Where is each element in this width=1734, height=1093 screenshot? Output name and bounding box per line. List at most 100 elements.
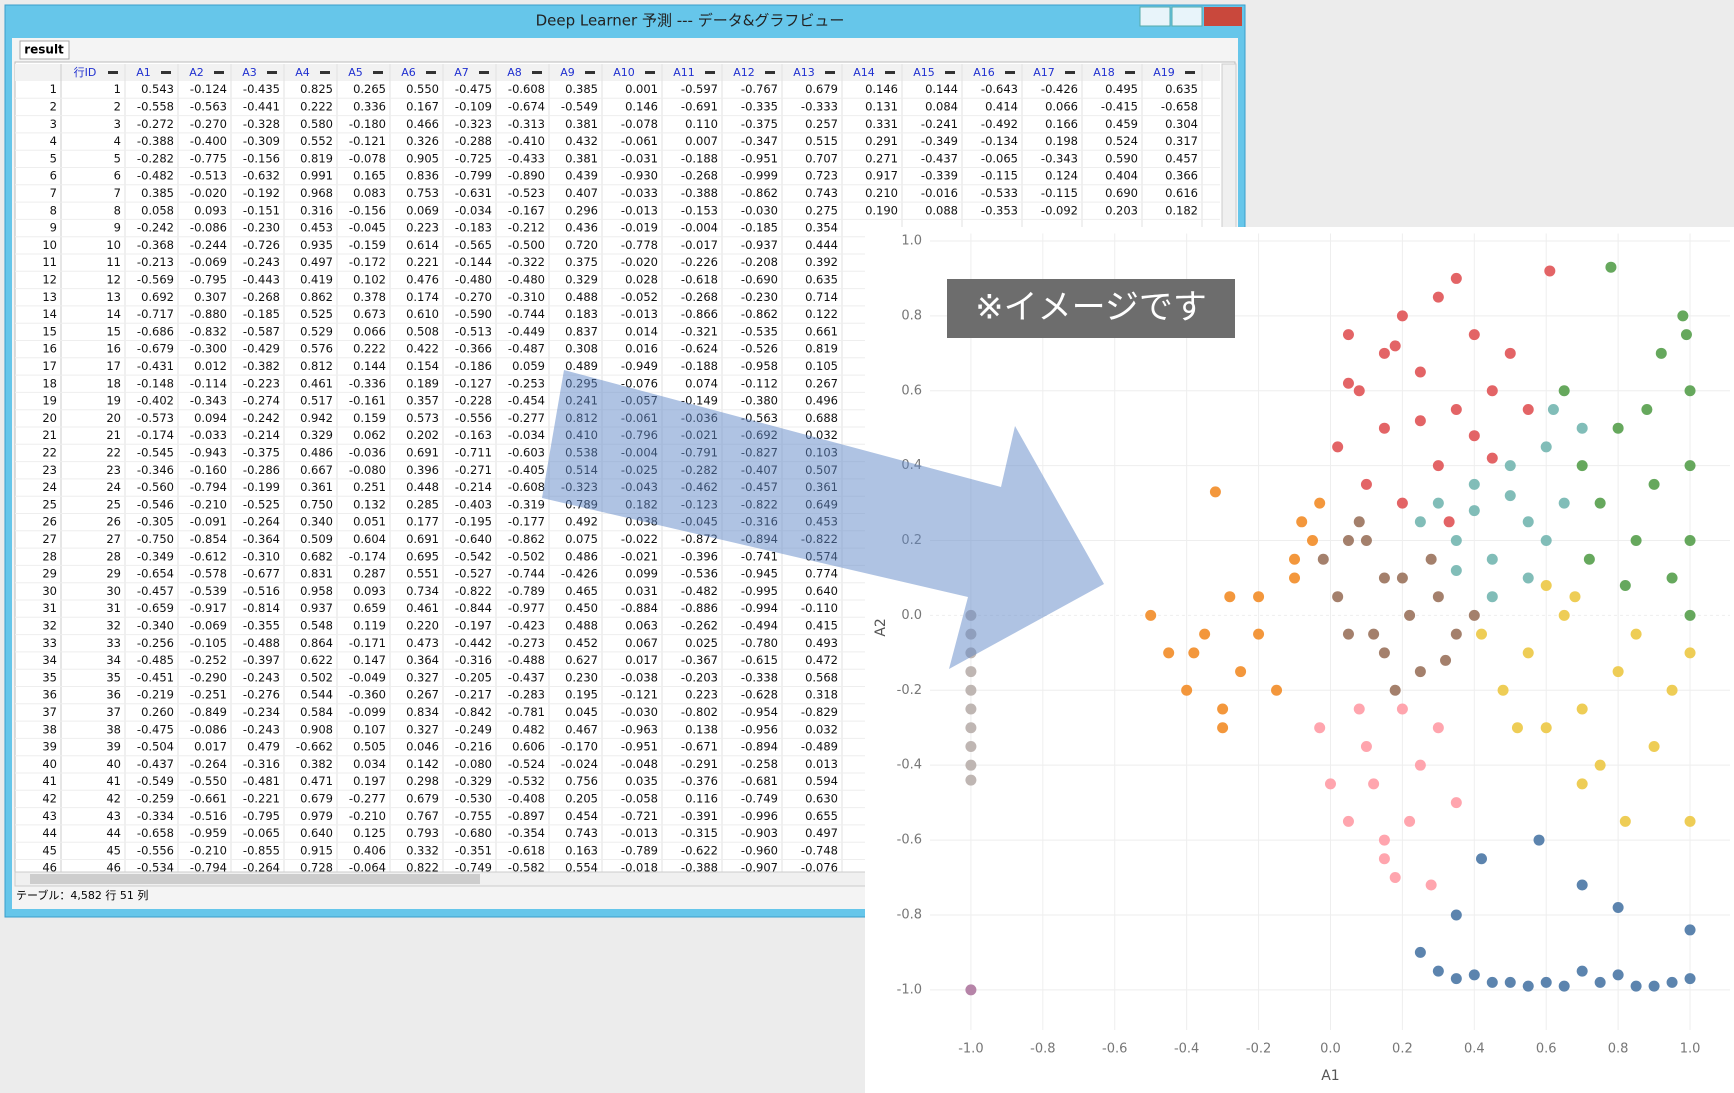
- table-cell: 0.482: [512, 722, 545, 736]
- table-cell: -0.862: [741, 307, 778, 321]
- table-cell: 0.707: [805, 151, 838, 165]
- row-index: 6: [50, 169, 57, 183]
- table-cell: 0.734: [406, 584, 439, 598]
- table-cell: -0.388: [681, 186, 718, 200]
- table-cell: -0.321: [681, 324, 718, 338]
- point: [1648, 980, 1660, 992]
- table-cell: -0.080: [455, 757, 492, 771]
- table-cell: 0.375: [565, 255, 598, 269]
- table-cell: 14: [106, 307, 121, 321]
- table-cell: 0.167: [406, 99, 439, 113]
- table-cell: 0.406: [353, 843, 386, 857]
- table-cell: 0.025: [685, 636, 718, 650]
- table-cell: 0.287: [353, 567, 386, 581]
- table-cell: -0.441: [243, 99, 280, 113]
- table-cell: 0.917: [865, 169, 898, 183]
- table-cell: -0.036: [349, 445, 386, 459]
- table-cell: 0.471: [300, 774, 333, 788]
- scroll-thumb[interactable]: [30, 874, 480, 884]
- point: [1450, 909, 1462, 921]
- table-cell: -0.242: [243, 411, 280, 425]
- table-cell: -0.020: [621, 255, 658, 269]
- column-header: A12: [733, 66, 755, 79]
- table-cell: -0.065: [243, 826, 280, 840]
- point: [1342, 377, 1354, 389]
- table-cell: 0.083: [353, 186, 386, 200]
- table-cell: -0.994: [741, 601, 778, 615]
- point: [1504, 976, 1516, 988]
- table-cell: -0.795: [190, 272, 227, 286]
- point: [1163, 647, 1175, 659]
- table-cell: 0.551: [406, 567, 439, 581]
- point: [1497, 684, 1509, 696]
- table-cell: -0.347: [741, 134, 778, 148]
- row-index: 11: [42, 255, 57, 269]
- table-cell: -0.276: [243, 688, 280, 702]
- point: [1630, 628, 1642, 640]
- point: [1583, 553, 1595, 565]
- point: [1684, 647, 1696, 659]
- table-cell: -0.188: [681, 359, 718, 373]
- table-cell: -0.504: [137, 740, 174, 754]
- table-cell: -0.661: [190, 791, 227, 805]
- y-tick-label: -1.0: [897, 982, 922, 997]
- table-cell: 0.385: [565, 82, 598, 96]
- table-cell: -0.744: [508, 307, 545, 321]
- point: [1684, 460, 1696, 472]
- point: [1576, 703, 1588, 715]
- table-cell: -0.749: [455, 861, 492, 875]
- sort-icon: [585, 71, 595, 74]
- point: [1378, 647, 1390, 659]
- table-cell: -0.208: [741, 255, 778, 269]
- point: [1619, 579, 1631, 591]
- table-cell: 0.058: [141, 203, 174, 217]
- point: [1666, 976, 1678, 988]
- sort-icon: [532, 71, 542, 74]
- table-cell: -0.243: [243, 670, 280, 684]
- point: [1289, 572, 1301, 584]
- point: [1677, 310, 1689, 322]
- maximize-button[interactable]: [1171, 6, 1203, 27]
- table-cell: -0.018: [621, 861, 658, 875]
- point: [1486, 385, 1498, 397]
- table-cell: -0.013: [621, 203, 658, 217]
- point: [965, 774, 977, 786]
- table-cell: 0.265: [353, 82, 386, 96]
- table-cell: 0.606: [512, 740, 545, 754]
- table-cell: 0.332: [406, 843, 439, 857]
- table-cell: -0.171: [349, 636, 386, 650]
- table-cell: -0.590: [455, 307, 492, 321]
- table-cell: -0.725: [455, 151, 492, 165]
- sort-icon: [426, 71, 436, 74]
- table-cell: -0.608: [508, 480, 545, 494]
- row-index: 2: [50, 99, 57, 113]
- sort-icon: [1125, 71, 1135, 74]
- point: [1443, 516, 1455, 528]
- column-header: A18: [1093, 66, 1115, 79]
- table-cell: -0.274: [243, 394, 280, 408]
- table-cell: -0.091: [190, 515, 227, 529]
- table-cell: 0.307: [194, 290, 227, 304]
- table-cell: 0.059: [512, 359, 545, 373]
- column-header: 行ID: [74, 66, 97, 79]
- point: [1475, 853, 1487, 865]
- table-cell: -0.949: [621, 359, 658, 373]
- point: [1360, 478, 1372, 490]
- row-index: 29: [42, 567, 57, 581]
- row-index: 35: [42, 670, 57, 684]
- table-cell: -0.397: [243, 653, 280, 667]
- table-cell: -0.086: [190, 221, 227, 235]
- point: [1468, 478, 1480, 490]
- table-cell: -0.216: [455, 740, 492, 754]
- minimize-button[interactable]: [1139, 6, 1171, 27]
- table-cell: 0.084: [925, 99, 958, 113]
- table-cell: 0.743: [805, 186, 838, 200]
- table-cell: -0.241: [921, 117, 958, 131]
- close-button[interactable]: [1204, 7, 1242, 26]
- table-cell: -0.749: [741, 791, 778, 805]
- table-cell: 33: [106, 636, 121, 650]
- tab[interactable]: [19, 40, 70, 60]
- table-cell: -0.937: [741, 238, 778, 252]
- table-cell: -0.435: [243, 82, 280, 96]
